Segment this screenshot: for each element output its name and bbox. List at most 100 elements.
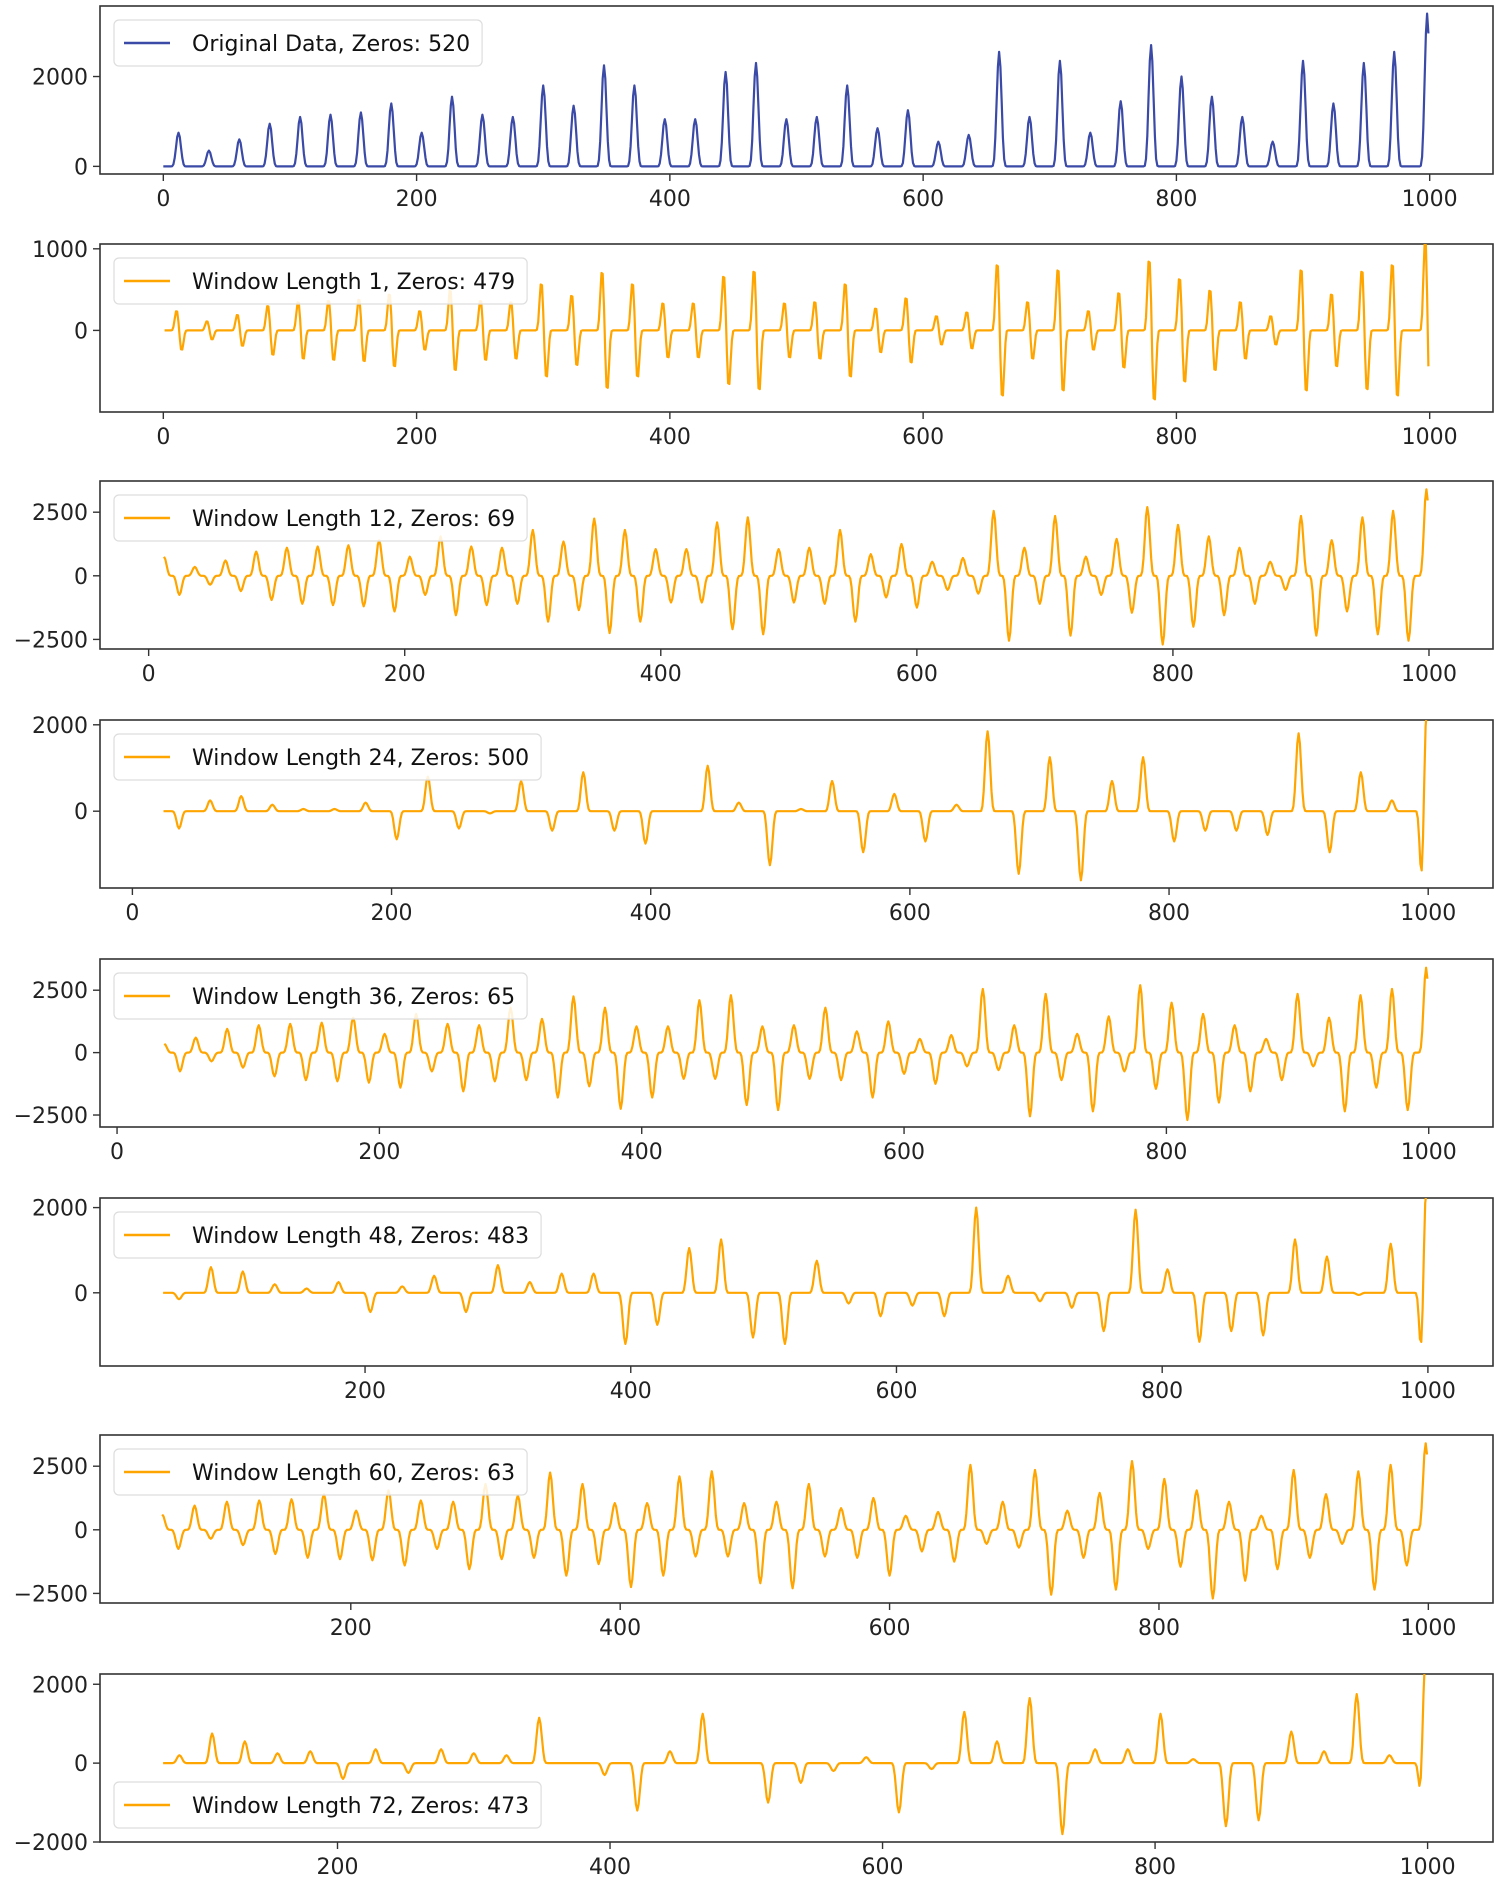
subplot-3: 0 200 400 600 800 1000 −2500 0 2500 Window Length…: [14, 480, 1494, 687]
x-tick-label: 800: [1148, 901, 1190, 926]
subplot-1: 0 200 400 600 800 1000 0 2000 Original Data, Zer…: [32, 5, 1494, 212]
x-tick-label: 600: [896, 662, 938, 687]
x-tick-label: 800: [1155, 425, 1197, 450]
x-tick-label: 1000: [1402, 425, 1458, 450]
x-tick-label: 1000: [1402, 187, 1458, 212]
x-tick-label: 200: [371, 901, 413, 926]
subplot-5: 0 200 400 600 800 1000 −2500 0 2500 Window Length…: [14, 958, 1494, 1165]
subplot-8: 200 400 600 800 1000 −2000 0 2000 Window Length …: [14, 1673, 1494, 1880]
y-tick-label: 2500: [32, 979, 88, 1004]
x-tick-label: 600: [875, 1379, 917, 1404]
legend: Window Length 48, Zeros: 483: [113, 1211, 542, 1259]
y-tick-label: 0: [74, 800, 88, 825]
x-tick-label: 200: [358, 1140, 400, 1165]
x-tick-label: 0: [142, 662, 156, 687]
x-tick-label: 400: [599, 1616, 641, 1641]
y-tick-label: 0: [74, 1042, 88, 1067]
legend-label: Window Length 24, Zeros: 500: [192, 746, 529, 771]
x-tick-label: 1000: [1401, 1140, 1457, 1165]
x-tick-label: 0: [156, 425, 170, 450]
x-tick-label: 600: [889, 901, 931, 926]
x-tick-label: 200: [384, 662, 426, 687]
y-tick-label: 0: [74, 319, 88, 344]
legend: Window Length 12, Zeros: 69: [113, 494, 528, 542]
x-tick-label: 600: [883, 1140, 925, 1165]
legend-label: Window Length 1, Zeros: 479: [192, 270, 515, 295]
x-tick-label: 400: [649, 187, 691, 212]
y-tick-label: 2500: [32, 1455, 88, 1480]
subplot-4: 0 200 400 600 800 1000 0 2000 Window Length 24, …: [32, 714, 1494, 926]
y-tick-label: 2000: [32, 714, 88, 739]
legend-box: [113, 19, 483, 67]
x-tick-label: 800: [1155, 187, 1197, 212]
x-tick-label: 600: [862, 1855, 904, 1880]
series-line: [163, 720, 1428, 882]
y-tick-label: 2000: [32, 1197, 88, 1222]
series-line: [161, 1442, 1429, 1600]
legend-box: [113, 1448, 528, 1496]
legend: Window Length 60, Zeros: 63: [113, 1448, 528, 1496]
x-tick-label: 800: [1138, 1616, 1180, 1641]
legend-label: Window Length 36, Zeros: 65: [192, 985, 515, 1010]
x-tick-label: 400: [630, 901, 672, 926]
series-line: [163, 1674, 1426, 1836]
x-tick-label: 400: [621, 1140, 663, 1165]
x-tick-label: 400: [640, 662, 682, 687]
x-tick-label: 400: [589, 1855, 631, 1880]
x-tick-label: 1000: [1400, 1616, 1456, 1641]
x-tick-label: 0: [156, 187, 170, 212]
x-tick-label: 1000: [1400, 1379, 1456, 1404]
legend: Original Data, Zeros: 520: [113, 19, 483, 67]
legend-box: [113, 1211, 542, 1259]
x-tick-label: 600: [902, 187, 944, 212]
subplot-6: 200 400 600 800 1000 0 2000 Window Length 48, Z…: [32, 1197, 1494, 1404]
legend-box: [113, 494, 528, 542]
x-tick-label: 200: [396, 425, 438, 450]
y-tick-label: 2500: [32, 501, 88, 526]
legend: Window Length 24, Zeros: 500: [113, 733, 542, 781]
x-tick-label: 1000: [1400, 901, 1456, 926]
x-tick-label: 1000: [1401, 662, 1457, 687]
x-tick-label: 600: [902, 425, 944, 450]
series-line: [164, 244, 1430, 401]
series-line: [163, 1198, 1427, 1346]
y-tick-label: −2500: [14, 1582, 88, 1607]
x-tick-label: 400: [649, 425, 691, 450]
y-tick-label: 0: [74, 1752, 88, 1777]
legend-box: [113, 257, 528, 305]
legend-box: [113, 733, 542, 781]
y-tick-label: 0: [74, 1519, 88, 1544]
x-tick-label: 0: [110, 1140, 124, 1165]
x-tick-label: 800: [1152, 662, 1194, 687]
x-tick-label: 1000: [1400, 1855, 1456, 1880]
y-tick-label: 2000: [32, 1673, 88, 1698]
series-line: [163, 966, 1429, 1122]
legend-label: Window Length 12, Zeros: 69: [192, 507, 515, 532]
y-tick-label: 0: [74, 155, 88, 180]
legend-label: Window Length 60, Zeros: 63: [192, 1461, 515, 1486]
legend: Window Length 72, Zeros: 473: [113, 1781, 542, 1829]
x-tick-label: 200: [344, 1379, 386, 1404]
x-tick-label: 0: [125, 901, 139, 926]
subplot-7: 200 400 600 800 1000 −2500 0 2500 Window Length …: [14, 1434, 1494, 1641]
y-tick-label: −2500: [14, 1104, 88, 1129]
legend: Window Length 1, Zeros: 479: [113, 257, 528, 305]
legend-label: Original Data, Zeros: 520: [192, 32, 470, 57]
x-tick-label: 800: [1141, 1379, 1183, 1404]
series-line: [163, 12, 1430, 168]
legend: Window Length 36, Zeros: 65: [113, 972, 528, 1020]
x-tick-label: 600: [869, 1616, 911, 1641]
legend-box: [113, 972, 528, 1020]
x-tick-label: 200: [396, 187, 438, 212]
legend-label: Window Length 48, Zeros: 483: [192, 1224, 529, 1249]
series-line: [163, 488, 1429, 646]
legend-label: Window Length 72, Zeros: 473: [192, 1794, 529, 1819]
legend-box: [113, 1781, 542, 1829]
y-tick-label: −2000: [14, 1831, 88, 1856]
y-tick-label: 0: [74, 1282, 88, 1307]
x-tick-label: 800: [1134, 1855, 1176, 1880]
y-tick-label: −2500: [14, 628, 88, 653]
x-tick-label: 400: [610, 1379, 652, 1404]
y-tick-label: 2000: [32, 66, 88, 91]
